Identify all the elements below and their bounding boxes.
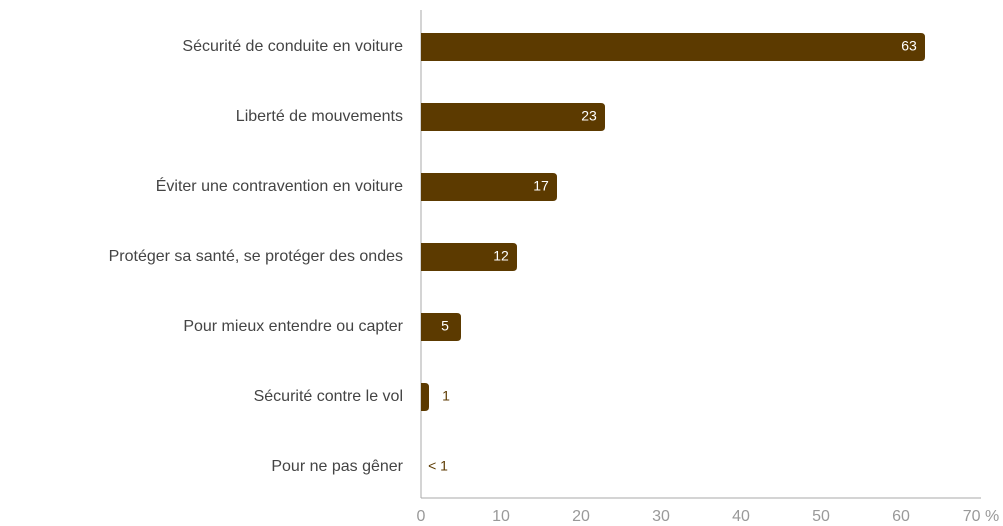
category-label: Pour mieux entendre ou capter [183, 318, 403, 335]
bar [421, 33, 925, 61]
x-tick-label: 20 [572, 508, 590, 525]
value-label: 5 [441, 318, 449, 334]
value-label: 12 [493, 248, 509, 264]
x-tick-label: 10 [492, 508, 510, 525]
bar [421, 243, 517, 271]
x-tick-label: 0 [417, 508, 426, 525]
bar [421, 313, 461, 341]
bar [421, 103, 605, 131]
value-label: 63 [901, 38, 917, 54]
category-label: Sécurité contre le vol [254, 388, 403, 405]
category-label: Pour ne pas gêner [271, 458, 403, 475]
value-label: 17 [533, 178, 549, 194]
category-label: Éviter une contravention en voiture [156, 176, 403, 195]
value-label: < 1 [428, 458, 448, 474]
value-label: 23 [581, 108, 597, 124]
value-label: 1 [442, 388, 450, 404]
bar [421, 383, 429, 411]
x-tick-label: 30 [652, 508, 670, 525]
x-tick-label: 40 [732, 508, 750, 525]
category-label: Sécurité de conduite en voiture [182, 38, 403, 55]
x-tick-label: 70 % [963, 508, 999, 525]
category-label: Liberté de mouvements [236, 108, 403, 125]
x-tick-label: 60 [892, 508, 910, 525]
x-tick-label: 50 [812, 508, 830, 525]
category-label: Protéger sa santé, se protéger des ondes [109, 248, 403, 265]
bar [421, 173, 557, 201]
